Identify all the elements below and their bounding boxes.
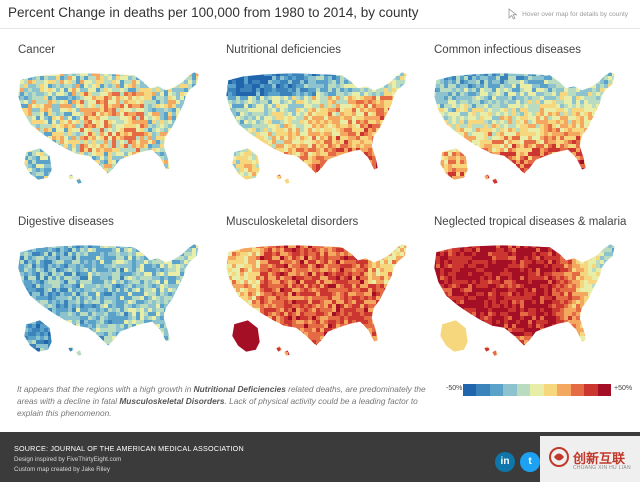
legend-swatch — [463, 384, 477, 396]
legend-swatch — [584, 384, 598, 396]
caption-text: . Lack of physical activity could be a l… — [17, 396, 418, 418]
panel-cancer: Cancer — [10, 44, 215, 214]
legend-swatch — [503, 384, 517, 396]
us-outline — [433, 243, 616, 357]
caption-bold: Musculoskeletal Disorders — [119, 396, 225, 406]
watermark-logo-icon — [549, 447, 569, 467]
page-title: Percent Change in deaths per 100,000 fro… — [8, 5, 419, 20]
map-nutritional[interactable] — [224, 60, 420, 210]
caption-text: related deaths, are predominately the ar… — [17, 384, 426, 406]
credit-text: Custom map created by Jake Riley — [14, 466, 110, 473]
legend-swatch — [543, 384, 558, 396]
panel-nutritional: Nutritional deficiencies — [218, 44, 423, 214]
panel-title: Common infectious diseases — [434, 44, 582, 56]
hover-hint-text: Hover over map for details by county — [522, 10, 628, 18]
caption: It appears that the regions with a high … — [17, 383, 437, 419]
watermark-subtext: CHUANG XIN HU LIAN — [573, 465, 631, 471]
legend-swatch — [516, 384, 531, 396]
map-digestive[interactable] — [16, 232, 212, 382]
cursor-icon — [508, 8, 518, 20]
panel-musculoskeletal: Musculoskeletal disorders — [218, 216, 423, 386]
legend-min-label: -50% — [446, 385, 463, 392]
watermark-text: 创新互联 — [573, 451, 626, 466]
panel-title: Digestive diseases — [18, 216, 114, 228]
us-outline — [17, 71, 200, 185]
header: Percent Change in deaths per 100,000 fro… — [0, 0, 640, 29]
linkedin-icon[interactable]: in — [495, 452, 515, 472]
legend-color-bar — [463, 384, 611, 396]
color-legend: -50% +50% — [446, 383, 636, 397]
watermark: 创新互联 CHUANG XIN HU LIAN — [540, 436, 640, 482]
map-infectious[interactable] — [432, 60, 628, 210]
legend-swatch — [557, 384, 571, 396]
legend-swatch — [489, 384, 504, 396]
map-musculoskeletal[interactable] — [224, 232, 420, 382]
inspired-text: Design inspired by FiveThirtyEight.com — [14, 456, 122, 463]
panel-digestive: Digestive diseases — [10, 216, 215, 386]
source-text: SOURCE: JOURNAL OF THE AMERICAN MEDICAL … — [14, 444, 244, 453]
legend-swatch — [476, 384, 490, 396]
us-outline — [225, 243, 408, 357]
panel-title: Musculoskeletal disorders — [226, 216, 359, 228]
legend-swatch — [530, 384, 544, 396]
us-outline — [17, 243, 200, 357]
legend-max-label: +50% — [614, 385, 633, 392]
caption-text: It appears that the regions with a high … — [17, 384, 194, 394]
hover-hint: Hover over map for details by county — [508, 8, 628, 20]
panel-title: Neglected tropical diseases & malaria — [434, 216, 627, 228]
legend-swatch — [597, 384, 611, 396]
map-cancer[interactable] — [16, 60, 212, 210]
us-outline — [225, 71, 408, 185]
us-outline — [433, 71, 616, 185]
map-tropical[interactable] — [432, 232, 628, 382]
panel-title: Cancer — [18, 44, 56, 56]
panel-infectious: Common infectious diseases — [426, 44, 631, 214]
caption-bold: Nutritional Deficiencies — [193, 384, 286, 394]
legend-swatch — [570, 384, 585, 396]
twitter-icon[interactable]: t — [520, 452, 540, 472]
panel-tropical: Neglected tropical diseases & malaria — [426, 216, 631, 386]
panel-title: Nutritional deficiencies — [226, 44, 342, 56]
